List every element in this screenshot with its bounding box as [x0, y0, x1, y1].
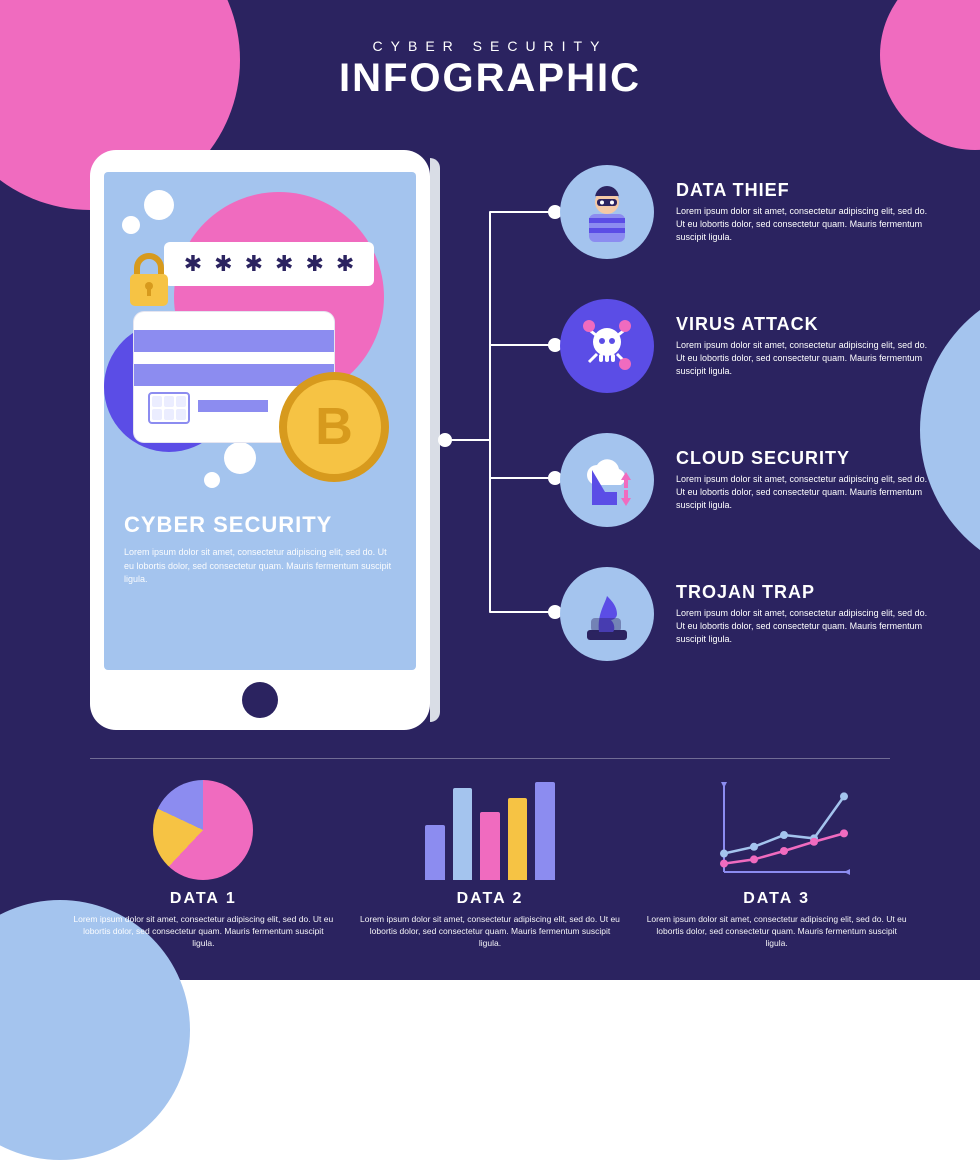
- pie-body: Lorem ipsum dolor sit amet, consectetur …: [73, 914, 333, 950]
- phone-title: CYBER SECURITY: [124, 512, 396, 538]
- bar-body: Lorem ipsum dolor sit amet, consectetur …: [360, 914, 620, 950]
- info-item: CLOUD SECURITY Lorem ipsum dolor sit ame…: [560, 433, 940, 527]
- thief-icon: [560, 165, 654, 259]
- line-chart: [712, 780, 852, 880]
- items-list: DATA THIEF Lorem ipsum dolor sit amet, c…: [560, 165, 940, 701]
- bubble-icon: [122, 216, 140, 234]
- bitcoin-icon: B: [279, 372, 389, 482]
- header: CYBER SECURITY INFOGRAPHIC: [0, 38, 980, 101]
- item-body: Lorem ipsum dolor sit amet, consectetur …: [676, 473, 936, 512]
- charts-row: DATA 1 Lorem ipsum dolor sit amet, conse…: [0, 780, 980, 950]
- item-body: Lorem ipsum dolor sit amet, consectetur …: [676, 607, 936, 646]
- trojan-icon: [560, 567, 654, 661]
- line-body: Lorem ipsum dolor sit amet, consectetur …: [647, 914, 907, 950]
- bubble-icon: [204, 472, 220, 488]
- item-title: DATA THIEF: [676, 180, 936, 201]
- line-label: DATA 3: [647, 890, 907, 908]
- password-dot: ✱: [336, 251, 354, 277]
- password-dot: ✱: [275, 251, 293, 277]
- bar: [425, 825, 445, 880]
- pie-chart-block: DATA 1 Lorem ipsum dolor sit amet, conse…: [73, 780, 333, 950]
- bar-chart: [425, 780, 555, 880]
- bar: [508, 798, 528, 880]
- cloud-icon: [560, 433, 654, 527]
- password-dot: ✱: [305, 251, 323, 277]
- password-dot: ✱: [245, 251, 263, 277]
- phone-heading: CYBER SECURITY Lorem ipsum dolor sit ame…: [124, 512, 396, 587]
- password-dot: ✱: [214, 251, 232, 277]
- item-body: Lorem ipsum dolor sit amet, consectetur …: [676, 339, 936, 378]
- pie-label: DATA 1: [73, 890, 333, 908]
- info-item: VIRUS ATTACK Lorem ipsum dolor sit amet,…: [560, 299, 940, 393]
- section-divider: [90, 758, 890, 759]
- phone-screen: ✱ ✱ ✱ ✱ ✱ ✱ B CYBER SECURITY Lorem ipsum dolo…: [104, 172, 416, 670]
- bar: [480, 812, 500, 880]
- bar: [535, 782, 555, 880]
- bar-label: DATA 2: [360, 890, 620, 908]
- info-item: TROJAN TRAP Lorem ipsum dolor sit amet, …: [560, 567, 940, 661]
- line-chart-block: DATA 3 Lorem ipsum dolor sit amet, conse…: [647, 780, 907, 950]
- lock-icon: [124, 252, 174, 312]
- password-dot: ✱: [184, 251, 202, 277]
- password-field-illustration: ✱ ✱ ✱ ✱ ✱ ✱: [164, 242, 374, 286]
- phone-body: Lorem ipsum dolor sit amet, consectetur …: [124, 546, 396, 587]
- phone-home-button: [242, 682, 278, 718]
- item-title: TROJAN TRAP: [676, 582, 936, 603]
- bubble-icon: [224, 442, 256, 474]
- coin-label: B: [315, 397, 353, 457]
- pie-chart: [153, 780, 253, 880]
- bubble-icon: [144, 190, 174, 220]
- item-body: Lorem ipsum dolor sit amet, consectetur …: [676, 205, 936, 244]
- info-item: DATA THIEF Lorem ipsum dolor sit amet, c…: [560, 165, 940, 259]
- item-title: CLOUD SECURITY: [676, 448, 936, 469]
- header-title: INFOGRAPHIC: [0, 56, 980, 101]
- bar: [453, 788, 473, 880]
- phone-mockup: ✱ ✱ ✱ ✱ ✱ ✱ B CYBER SECURITY Lorem ipsum dolo…: [90, 150, 430, 730]
- bar-chart-block: DATA 2 Lorem ipsum dolor sit amet, conse…: [360, 780, 620, 950]
- item-title: VIRUS ATTACK: [676, 314, 936, 335]
- header-eyebrow: CYBER SECURITY: [0, 38, 980, 54]
- virus-icon: [560, 299, 654, 393]
